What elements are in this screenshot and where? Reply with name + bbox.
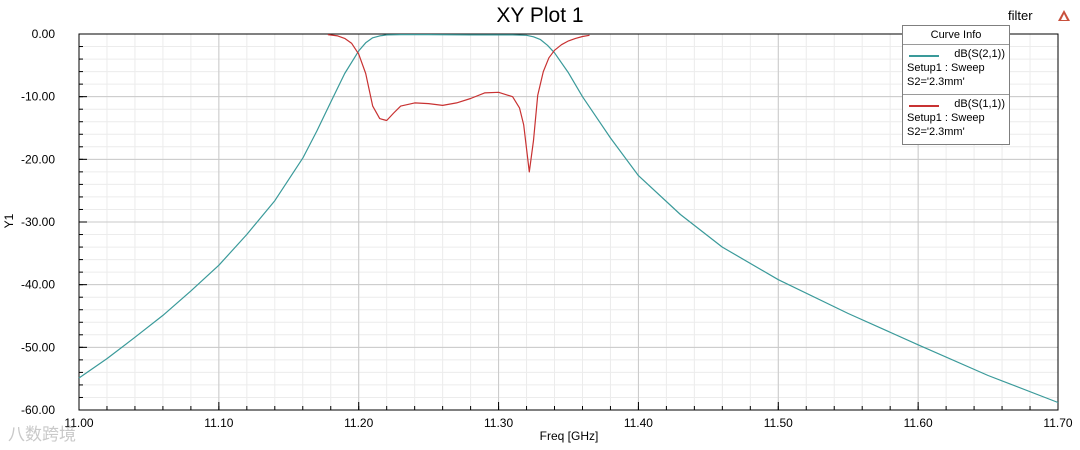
x-tick-labels: 11.00 11.10 11.20 11.30 11.40 11.50 11.60 11.70: [64, 416, 1072, 430]
series-line-s21: [78, 33, 1059, 404]
x-tick-label: 11.40: [624, 416, 653, 430]
axis-ticks: [78, 33, 1059, 411]
legend-series-name: dB(S(1,1)): [954, 98, 1005, 110]
curve-info-legend[interactable]: Curve Info dB(S(2,1)) Setup1 : Sweep S2=…: [902, 25, 1010, 145]
x-axis-label: Freq [GHz]: [540, 429, 599, 443]
legend-setup: Setup1 : Sweep: [907, 62, 985, 74]
y-tick-label: -30.00: [21, 215, 55, 229]
x-tick-label: 11.30: [484, 416, 513, 430]
series-layer: [78, 33, 1059, 404]
y-tick-label: -10.00: [21, 90, 55, 104]
legend-entry-s21[interactable]: dB(S(2,1)) Setup1 : Sweep S2='2.3mm': [903, 45, 1009, 95]
y-tick-labels: 0.00 -10.00 -20.00 -30.00 -40.00 -50.00 -60.00: [21, 27, 55, 417]
legend-entry-s11[interactable]: dB(S(1,1)) Setup1 : Sweep S2='2.3mm': [903, 95, 1009, 144]
curve-info-header: Curve Info: [903, 26, 1009, 45]
project-name: filter: [1008, 8, 1033, 23]
legend-swatch-s11: [909, 105, 939, 107]
series-line-s11: [327, 34, 590, 173]
x-tick-label: 11.70: [1043, 416, 1072, 430]
x-tick-label: 11.50: [764, 416, 793, 430]
x-tick-label: 11.60: [904, 416, 933, 430]
legend-variable: S2='2.3mm': [907, 126, 965, 138]
legend-variable: S2='2.3mm': [907, 76, 965, 88]
legend-series-name: dB(S(2,1)): [954, 48, 1005, 60]
watermark-text: 八数跨境: [8, 425, 76, 444]
y-tick-label: -50.00: [21, 340, 55, 354]
legend-swatch-s21: [909, 55, 939, 57]
legend-setup: Setup1 : Sweep: [907, 112, 985, 124]
x-tick-label: 11.00: [64, 416, 93, 430]
y-tick-label: -60.00: [21, 403, 55, 417]
chart-title: XY Plot 1: [496, 4, 584, 27]
x-tick-label: 11.20: [344, 416, 373, 430]
hfss-logo-icon: [1058, 10, 1070, 21]
y-tick-label: -40.00: [21, 278, 55, 292]
x-tick-label: 11.10: [204, 416, 233, 430]
y-tick-label: -20.00: [21, 152, 55, 166]
y-tick-label: 0.00: [32, 27, 56, 41]
y-axis-label: Y1: [2, 213, 16, 228]
